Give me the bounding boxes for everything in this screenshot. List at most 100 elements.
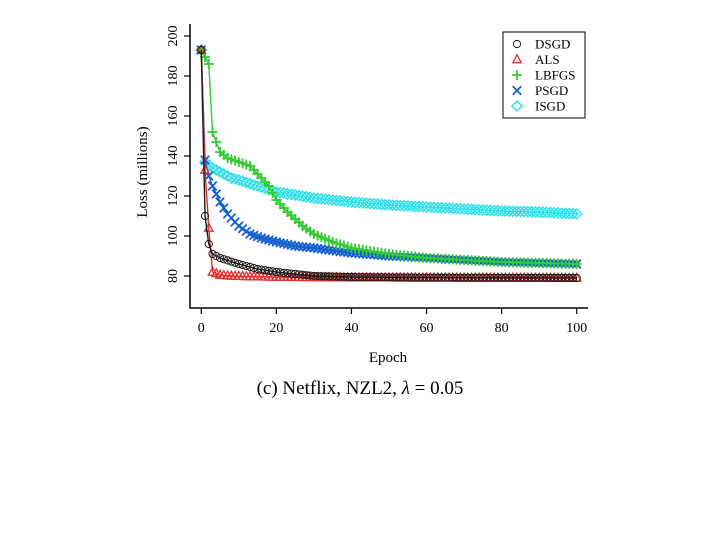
isgd-marker <box>274 186 287 199</box>
isgd-marker <box>371 198 384 211</box>
isgd-marker <box>367 197 381 210</box>
isgd-marker <box>228 172 242 186</box>
als-marker <box>199 163 211 174</box>
isgd-marker <box>247 178 260 191</box>
isgd-marker <box>345 195 358 209</box>
loss-chart: 0 20 40 60 80 100 80 100 120 140 160 180 200 Loss (m… <box>135 24 588 366</box>
isgd-marker <box>236 175 249 188</box>
psgd-marker <box>339 247 349 257</box>
isgd-marker <box>529 205 542 218</box>
isgd-marker <box>473 203 486 216</box>
isgd-marker <box>337 195 351 208</box>
x-tick-label: 60 <box>420 321 434 336</box>
isgd-marker <box>326 193 339 207</box>
dsgd-marker <box>197 45 206 55</box>
caption-lambda: λ <box>401 378 410 399</box>
y-tick-label: 160 <box>166 106 181 127</box>
isgd-marker <box>563 207 576 220</box>
isgd-marker <box>435 201 448 214</box>
isgd-marker <box>480 204 493 217</box>
isgd-marker <box>304 191 317 204</box>
legend-label-als: ALS <box>535 52 560 67</box>
dsgd-marker <box>238 260 247 270</box>
isgd-marker <box>401 199 414 213</box>
y-tick-label: 80 <box>166 269 181 283</box>
lbfgs-marker <box>207 127 218 137</box>
isgd-marker <box>540 206 553 219</box>
legend-marker-psgd <box>512 85 522 96</box>
isgd-marker <box>289 188 302 202</box>
isgd-marker <box>465 203 478 216</box>
isgd-marker <box>544 206 557 219</box>
x-tick-label: 80 <box>495 321 509 336</box>
y-tick-label: 200 <box>166 26 181 47</box>
axis-frame <box>189 24 588 309</box>
isgd-marker <box>277 187 290 200</box>
series-lbfgs <box>196 45 582 269</box>
isgd-marker <box>341 195 354 208</box>
isgd-marker <box>559 207 572 220</box>
dsgd-marker <box>245 262 255 272</box>
psgd-marker <box>207 181 218 191</box>
lbfgs-marker <box>571 259 582 269</box>
isgd-marker <box>296 190 309 203</box>
isgd-marker <box>566 207 580 220</box>
isgd-marker <box>397 199 411 212</box>
dsgd-marker <box>219 255 228 264</box>
x-tick-label: 40 <box>344 321 358 336</box>
legend-label-lbfgs: LBFGS <box>535 68 575 83</box>
isgd-marker <box>570 207 583 221</box>
series-isgd <box>195 43 583 221</box>
isgd-marker <box>375 198 388 211</box>
psgd-marker <box>215 197 225 207</box>
psgd-marker <box>312 243 323 254</box>
isgd-marker <box>476 203 489 217</box>
isgd-marker <box>240 176 253 189</box>
isgd-marker <box>484 204 497 217</box>
dsgd-marker <box>215 253 225 263</box>
caption-suffix: = 0.05 <box>409 378 464 399</box>
isgd-marker <box>251 179 264 193</box>
isgd-marker <box>349 196 362 209</box>
psgd-marker <box>320 244 331 255</box>
x-axis-title: Epoch <box>369 350 408 366</box>
isgd-marker <box>307 191 320 205</box>
isgd-marker <box>319 193 332 206</box>
dsgd-marker <box>204 239 213 249</box>
isgd-marker <box>330 194 343 207</box>
isgd-marker <box>315 192 328 205</box>
isgd-marker <box>488 204 501 217</box>
isgd-marker <box>416 200 429 213</box>
isgd-marker <box>311 192 324 205</box>
dsgd-marker <box>230 258 240 267</box>
y-tick-label: 100 <box>166 226 181 247</box>
isgd-marker <box>364 197 377 210</box>
isgd-marker <box>292 189 305 202</box>
legend-marker-als <box>511 53 523 64</box>
isgd-marker <box>352 196 366 209</box>
isgd-marker <box>548 206 561 219</box>
isgd-marker <box>427 201 441 214</box>
y-tick-label: 180 <box>166 66 181 87</box>
isgd-marker <box>461 203 474 216</box>
dsgd-marker <box>242 261 251 271</box>
dsgd-marker <box>227 257 236 266</box>
isgd-marker <box>533 205 546 219</box>
caption-prefix: (c) Netflix, NZL2, <box>256 378 402 399</box>
psgd-marker <box>324 245 334 255</box>
isgd-marker <box>405 200 418 213</box>
isgd-marker <box>386 199 399 212</box>
lbfgs-marker <box>267 188 278 198</box>
legend-label-psgd: PSGD <box>535 83 568 98</box>
isgd-marker <box>390 199 403 212</box>
dsgd-marker <box>249 263 258 273</box>
isgd-marker <box>446 202 459 215</box>
lbfgs-marker <box>263 181 274 191</box>
dsgd-marker <box>572 273 581 283</box>
legend-marker-lbfgs <box>512 70 522 80</box>
legend-marker-isgd <box>510 99 524 113</box>
isgd-marker <box>262 183 275 196</box>
psgd-marker <box>335 246 346 257</box>
isgd-marker <box>409 200 422 213</box>
isgd-marker <box>443 202 456 215</box>
